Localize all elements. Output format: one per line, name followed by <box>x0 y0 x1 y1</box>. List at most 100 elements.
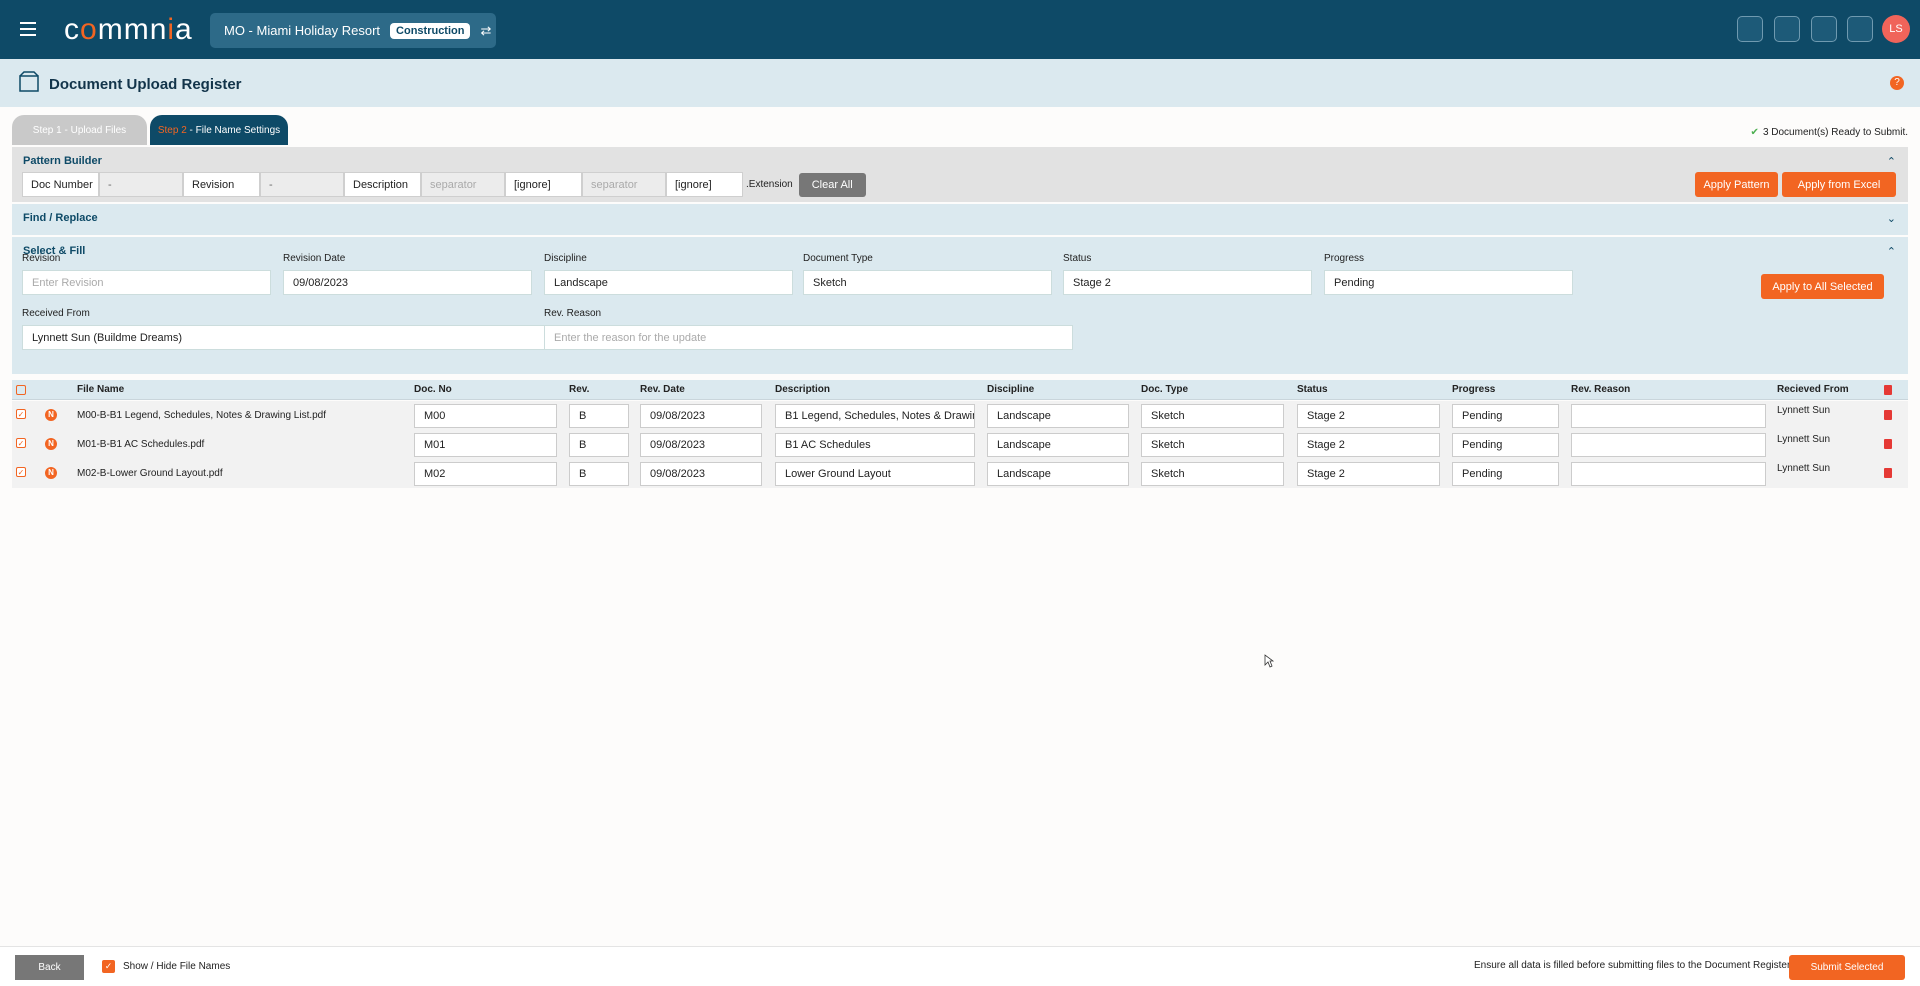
row-checkbox[interactable]: ✓ <box>16 467 26 477</box>
step-tab[interactable]: Step 2 - File Name Settings <box>150 115 288 145</box>
cell-input[interactable]: Sketch <box>1141 462 1284 486</box>
settings[interactable] <box>1774 16 1800 42</box>
delete-row[interactable] <box>1884 439 1892 449</box>
pattern-field[interactable]: Revision <box>183 172 260 197</box>
messages[interactable] <box>1847 16 1873 42</box>
new-badge: N <box>45 467 57 479</box>
delete-row[interactable] <box>1884 410 1892 420</box>
cell-input[interactable]: B <box>569 433 629 457</box>
delete-row[interactable] <box>1884 468 1892 478</box>
table-header: File Name Doc. No Rev. Rev. Date Description… <box>12 380 1908 400</box>
cell-input[interactable]: B <box>569 404 629 428</box>
field-input[interactable]: Lynnett Sun (Buildme Dreams) <box>22 325 554 350</box>
field-label: Received From <box>22 308 90 319</box>
cell-input[interactable]: Landscape <box>987 462 1129 486</box>
field-input[interactable]: 09/08/2023 <box>283 270 532 295</box>
step-label: - Upload Files <box>61 124 127 136</box>
field-input[interactable]: Stage 2 <box>1063 270 1312 295</box>
cell-input[interactable] <box>1571 404 1766 428</box>
cell-input[interactable]: Stage 2 <box>1297 462 1440 486</box>
user-avatar[interactable]: LS <box>1882 15 1910 43</box>
extension-label: .Extension <box>746 179 793 190</box>
cell-input[interactable] <box>1571 462 1766 486</box>
pattern-field[interactable]: Doc Number <box>22 172 99 197</box>
pattern-field[interactable]: [ignore] <box>666 172 743 197</box>
register-icon <box>19 71 39 92</box>
apply-all-button[interactable]: Apply to All Selected <box>1761 274 1884 299</box>
select-all-checkbox[interactable] <box>16 385 26 395</box>
cell-input[interactable]: Landscape <box>987 433 1129 457</box>
field-label: Status <box>1063 253 1092 264</box>
row-checkbox[interactable]: ✓ <box>16 438 26 448</box>
cell-input[interactable]: M00 <box>414 404 557 428</box>
table-row: ✓ N M00-B-B1 Legend, Schedules, Notes & Dr… <box>12 401 1908 430</box>
back-button[interactable]: Back <box>15 955 84 980</box>
cell-input[interactable]: B <box>569 462 629 486</box>
field-input[interactable]: Pending <box>1324 270 1573 295</box>
cell-text: M01-B-B1 AC Schedules.pdf <box>77 439 205 450</box>
ready-text: 3 Document(s) Ready to Submit. <box>1762 127 1908 138</box>
project-selector[interactable]: MO - Miami Holiday Resort Construction ⇄ <box>210 13 496 48</box>
field-input[interactable]: Enter the reason for the update <box>544 325 1073 350</box>
toggle-checkbox[interactable]: ✓ <box>102 960 115 973</box>
logo[interactable]: commnia <box>64 13 193 46</box>
step-tab[interactable]: Step 1 - Upload Files <box>12 115 147 145</box>
field-input[interactable]: Enter Revision <box>22 270 271 295</box>
cell-input[interactable]: M01 <box>414 433 557 457</box>
cell-input[interactable]: 09/08/2023 <box>640 433 762 457</box>
field-label: Document Type <box>803 253 873 264</box>
page-help[interactable]: ? <box>1890 76 1904 90</box>
row-checkbox[interactable]: ✓ <box>16 409 26 419</box>
section-title[interactable]: Select & Fill <box>23 245 86 257</box>
pattern-field[interactable]: - <box>260 172 344 197</box>
cell-input[interactable]: 09/08/2023 <box>640 462 762 486</box>
cell-input[interactable]: Pending <box>1452 462 1559 486</box>
menu-icon[interactable] <box>20 22 36 36</box>
field-label: Progress <box>1324 253 1365 264</box>
cell-input[interactable]: Pending <box>1452 404 1559 428</box>
cell-input[interactable]: Pending <box>1452 433 1559 457</box>
apply-pattern-button[interactable]: Apply Pattern <box>1695 172 1778 197</box>
clear-all-button[interactable]: Clear All <box>798 172 866 197</box>
section-title[interactable]: Pattern Builder <box>23 155 102 167</box>
delete-all[interactable] <box>1884 385 1892 395</box>
toggle-label: Show / Hide File Names <box>123 961 231 972</box>
apply-excel-button[interactable]: Apply from Excel <box>1782 172 1896 197</box>
ready-status: ✔ 3 Document(s) Ready to Submit. <box>1750 127 1908 138</box>
column-header: Recieved From <box>1777 384 1849 395</box>
collapse-icon[interactable]: ⌃ <box>1886 246 1896 258</box>
cell-input[interactable]: Sketch <box>1141 404 1284 428</box>
cell-input[interactable] <box>1571 433 1766 457</box>
cell-input[interactable]: B1 Legend, Schedules, Notes & Drawing Li… <box>775 404 975 428</box>
column-header: Status <box>1297 384 1328 395</box>
cell-input[interactable]: Stage 2 <box>1297 404 1440 428</box>
pattern-field[interactable]: Description <box>344 172 421 197</box>
notifications[interactable] <box>1737 16 1763 42</box>
column-header: Doc. Type <box>1141 384 1189 395</box>
pattern-field[interactable]: separator <box>582 172 666 197</box>
cell-input[interactable]: Landscape <box>987 404 1129 428</box>
field-input[interactable]: Landscape <box>544 270 793 295</box>
cell-input[interactable]: M02 <box>414 462 557 486</box>
step-label: - File Name Settings <box>186 124 281 136</box>
cell-input[interactable]: B1 AC Schedules <box>775 433 975 457</box>
field-label: Discipline <box>544 253 587 264</box>
pattern-field[interactable]: separator <box>421 172 505 197</box>
pattern-field[interactable]: [ignore] <box>505 172 582 197</box>
pattern-field[interactable]: - <box>99 172 183 197</box>
submit-button[interactable]: Submit Selected <box>1789 955 1905 980</box>
cell-input[interactable]: Lower Ground Layout <box>775 462 975 486</box>
cell-input[interactable]: 09/08/2023 <box>640 404 762 428</box>
field-label: Revision Date <box>283 253 346 264</box>
section-title[interactable]: Find / Replace <box>23 212 98 224</box>
expand-icon[interactable]: ⌄ <box>1886 213 1896 225</box>
cell-input[interactable]: Stage 2 <box>1297 433 1440 457</box>
cell-input[interactable]: Sketch <box>1141 433 1284 457</box>
help[interactable] <box>1811 16 1837 42</box>
collapse-icon[interactable]: ⌃ <box>1886 156 1896 168</box>
page-header <box>0 59 1920 107</box>
column-header: Progress <box>1452 384 1496 395</box>
field-label: Revision <box>22 253 61 264</box>
field-input[interactable]: Sketch <box>803 270 1052 295</box>
project-name: MO - Miami Holiday Resort <box>224 23 381 38</box>
